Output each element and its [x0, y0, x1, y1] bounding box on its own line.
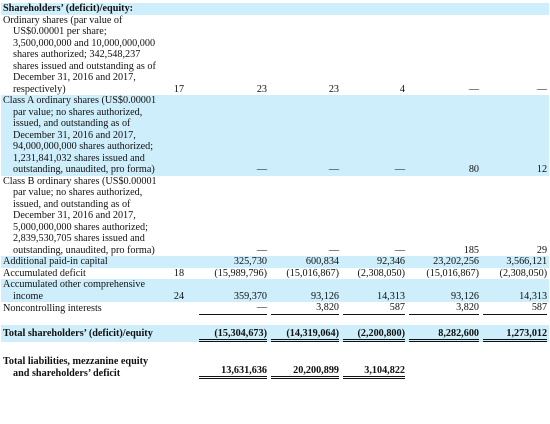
cell-value: (15,304,673) — [197, 324, 269, 342]
note-ref — [161, 302, 197, 315]
table-row-apic: Additional paid-in capital 325,730 600,8… — [1, 256, 550, 268]
table-row-accumulated-deficit: Accumulated deficit 18 (15,989,796) (15,… — [1, 268, 549, 280]
cell-value: (2,308,050) — [499, 267, 548, 279]
note-ref: 18 — [173, 267, 185, 279]
cell-value: — — [341, 95, 407, 176]
note-ref — [161, 176, 197, 257]
note-ref: 24 — [161, 279, 197, 302]
note-ref — [161, 356, 197, 379]
cell-value: 93,126 — [407, 279, 481, 302]
cell-value — [481, 356, 549, 379]
note-ref — [161, 324, 197, 342]
cell-value: 587 — [481, 302, 549, 315]
cell-value: 600,834 — [269, 256, 341, 268]
cell-value: (15,989,796) — [214, 267, 267, 279]
cell-value: — — [536, 83, 548, 95]
cell-value: 20,200,899 — [269, 356, 341, 379]
cell-value: 1,273,012 — [481, 324, 550, 342]
table-row-noncontrolling: Noncontrolling interests — 3,820 587 3,8… — [1, 302, 549, 315]
cell-value: 3,820 — [407, 302, 481, 315]
cell-value: — — [468, 83, 479, 95]
cell-value: 92,346 — [341, 256, 407, 268]
cell-value — [407, 356, 481, 379]
cell-value: 14,313 — [481, 279, 550, 302]
section-heading: Shareholders’ (deficit)/equity: — [1, 3, 550, 15]
row-label: Additional paid-in capital — [1, 256, 161, 268]
cell-value: — — [394, 244, 405, 256]
cell-value: 325,730 — [197, 256, 269, 268]
cell-value: — — [328, 244, 339, 256]
row-label: Accumulated other comprehensive income — [1, 279, 161, 302]
row-label: Total shareholders’ (deficit)/equity — [1, 324, 161, 342]
cell-value: 23 — [256, 83, 267, 95]
cell-value: (2,308,050) — [357, 267, 405, 279]
table-row-ordinary-shares: Ordinary shares (par value of US$0.00001… — [1, 15, 549, 96]
cell-value: 4 — [399, 83, 405, 95]
cell-value: (15,016,867) — [426, 267, 479, 279]
note-ref: 17 — [173, 83, 185, 95]
cell-value: 587 — [341, 302, 407, 315]
table-row-total-liabilities: Total liabilities, mezzanine equity and … — [1, 356, 549, 379]
cell-value: (2,200,800) — [341, 324, 407, 342]
table-row-aoci: Accumulated other comprehensive income 2… — [1, 279, 550, 302]
cell-value: 359,370 — [197, 279, 269, 302]
table-row-total-equity: Total shareholders’ (deficit)/equity (15… — [1, 324, 550, 342]
cell-value: — — [256, 244, 267, 256]
cell-value: 80 — [407, 95, 481, 176]
cell-value: (14,319,064) — [269, 324, 341, 342]
cell-value: — — [197, 302, 269, 315]
cell-value: 185 — [463, 244, 479, 256]
row-label: Class B ordinary shares (US$0.00001 par … — [3, 175, 157, 256]
cell-value: 93,126 — [269, 279, 341, 302]
cell-value: 14,313 — [341, 279, 407, 302]
row-label: Total liabilities, mezzanine equity and … — [3, 356, 149, 379]
cell-value: 3,820 — [269, 302, 341, 315]
balance-sheet-table: Shareholders’ (deficit)/equity: Ordinary… — [1, 3, 550, 379]
spacer-row — [1, 315, 549, 325]
cell-value: 23 — [328, 83, 339, 95]
row-label: Accumulated deficit — [3, 267, 86, 279]
row-label: Noncontrolling interests — [3, 303, 102, 314]
cell-value: — — [197, 95, 269, 176]
cell-value: — — [269, 95, 341, 176]
cell-value: 29 — [536, 244, 548, 256]
cell-value: 3,104,822 — [341, 356, 407, 379]
table-row-class-b-shares: Class B ordinary shares (US$0.00001 par … — [1, 176, 549, 257]
note-ref — [161, 256, 197, 268]
row-label: Ordinary shares (par value of US$0.00001… — [3, 14, 156, 95]
cell-value: 3,566,121 — [481, 256, 550, 268]
cell-value: 8,282,600 — [407, 324, 481, 342]
cell-value: (15,016,867) — [286, 267, 339, 279]
note-ref — [161, 95, 197, 176]
cell-value: 12 — [481, 95, 550, 176]
row-label: Class A ordinary shares (US$0.00001 par … — [1, 95, 161, 176]
cell-value: 23,202,256 — [407, 256, 481, 268]
cell-value: 13,631,636 — [197, 356, 269, 379]
table-row-class-a-shares: Class A ordinary shares (US$0.00001 par … — [1, 95, 550, 176]
spacer-row — [1, 342, 549, 356]
section-heading-row: Shareholders’ (deficit)/equity: — [1, 3, 550, 15]
